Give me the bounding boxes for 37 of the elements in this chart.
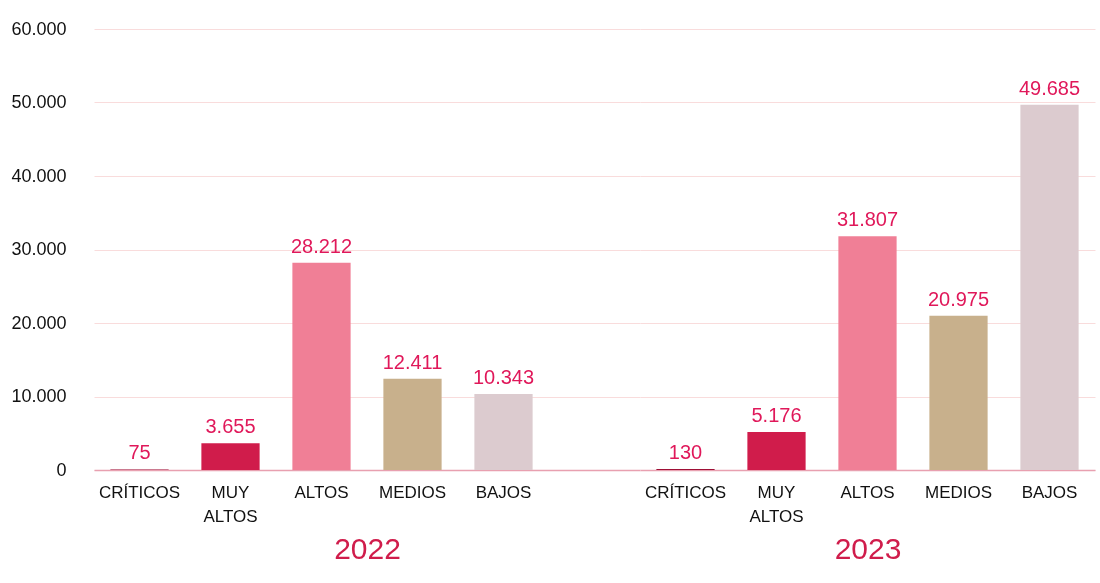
data-label: 130 <box>668 441 703 464</box>
bar <box>201 443 260 470</box>
data-label: 28.212 <box>290 234 353 257</box>
data-label: 5.176 <box>751 403 802 426</box>
x-tick-label: CRÍTICOS <box>644 482 727 502</box>
data-label: 31.807 <box>836 208 899 231</box>
data-label: 10.343 <box>472 365 535 388</box>
x-tick-label: ALTOS <box>840 482 895 502</box>
y-tick-label: 30.000 <box>11 239 67 259</box>
bar <box>292 262 351 470</box>
x-axis-title: 2023 <box>834 531 902 565</box>
y-tick-label: 50.000 <box>11 92 67 112</box>
x-tick-label: MUY ALTOS <box>749 482 804 526</box>
bar <box>474 393 533 470</box>
data-label: 12.411 <box>382 350 443 373</box>
data-label: 75 <box>128 441 151 464</box>
x-tick-label: CRÍTICOS <box>98 482 181 502</box>
bar <box>838 236 897 470</box>
bar <box>929 315 988 470</box>
x-tick-label: BAJOS <box>1021 482 1078 502</box>
bar <box>383 378 442 470</box>
y-tick-label: 0 <box>56 459 67 480</box>
y-tick-label: 20.000 <box>11 312 67 333</box>
data-label: 49.685 <box>1018 76 1081 99</box>
x-tick-label: MEDIOS <box>378 482 447 502</box>
bar <box>747 431 806 470</box>
x-tick-label: BAJOS <box>475 482 532 502</box>
x-tick-label: ALTOS <box>294 482 349 502</box>
x-tick-label: MEDIOS <box>924 482 993 502</box>
bar <box>1020 104 1079 470</box>
data-label: 20.975 <box>927 287 990 310</box>
x-axis-title: 2022 <box>334 531 401 565</box>
y-tick-label: 10.000 <box>11 386 67 406</box>
x-tick-label: MUY ALTOS <box>203 482 258 526</box>
y-tick-label: 40.000 <box>11 165 67 186</box>
y-tick-label: 60.000 <box>11 18 67 39</box>
data-label: 3.655 <box>205 415 256 438</box>
